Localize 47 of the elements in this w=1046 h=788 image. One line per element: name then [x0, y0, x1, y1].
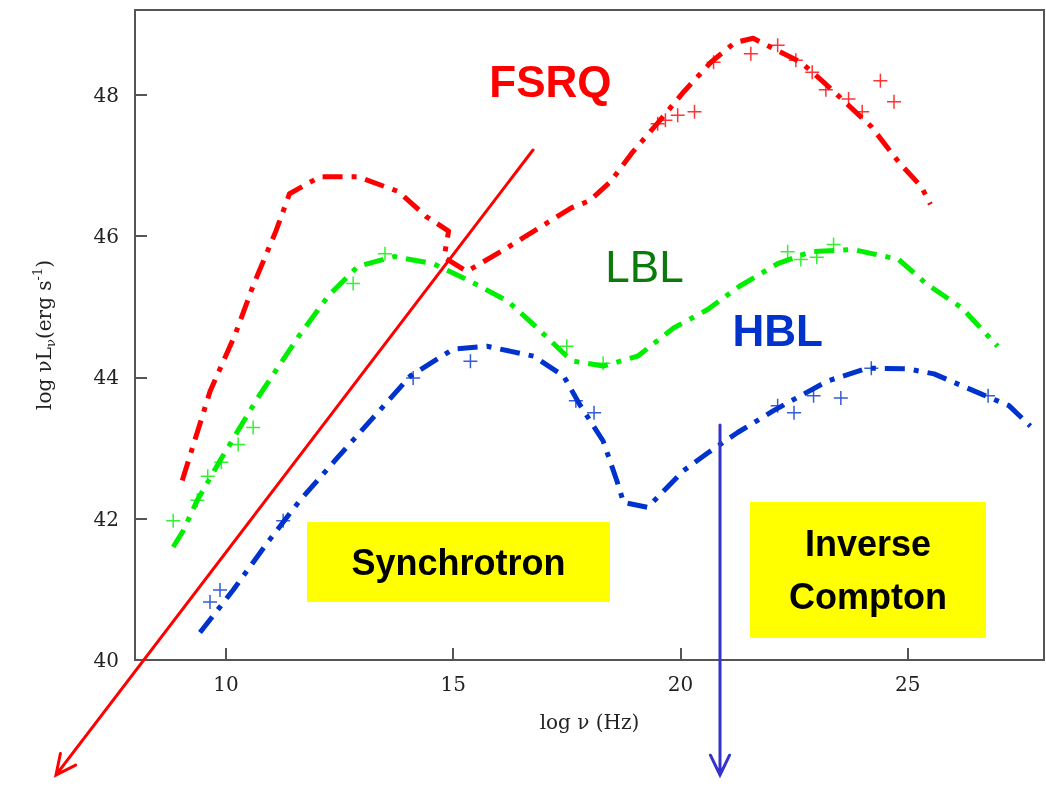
point	[405, 370, 421, 386]
point	[649, 116, 666, 132]
y-tick-label: 42	[93, 506, 119, 531]
y-tick-label: 48	[93, 82, 119, 107]
point	[230, 436, 246, 453]
y-tick-label: 46	[93, 224, 119, 249]
point	[886, 94, 902, 110]
point	[213, 454, 230, 470]
series-label: HBL	[732, 306, 823, 356]
point	[779, 243, 796, 260]
point	[165, 513, 181, 529]
point	[669, 107, 686, 124]
point	[769, 37, 786, 54]
point	[586, 404, 602, 421]
point	[595, 355, 611, 372]
series-label: LBL	[605, 241, 684, 291]
point	[462, 353, 479, 369]
x-tick-label: 10	[213, 672, 239, 696]
point	[769, 397, 786, 414]
y-tick-label: 44	[93, 365, 119, 390]
point	[202, 594, 218, 610]
point	[833, 390, 849, 406]
point	[788, 52, 804, 68]
point	[863, 360, 880, 376]
series-label: FSRQ	[489, 57, 612, 107]
point	[743, 46, 759, 62]
point	[377, 246, 393, 262]
point	[705, 54, 722, 71]
x-tick-label: 20	[667, 672, 694, 696]
point	[212, 582, 228, 598]
point	[804, 64, 820, 80]
y-tick-label: 40	[93, 648, 119, 672]
point	[872, 72, 889, 89]
point	[786, 404, 802, 421]
annotation: Synchrotron	[351, 541, 566, 583]
point	[825, 236, 842, 253]
point	[793, 251, 809, 268]
x-tick-label: 25	[894, 672, 921, 696]
annotation: Inverse Compton	[789, 523, 947, 617]
x-axis-title: log ν (Hz)	[539, 710, 640, 734]
point	[686, 103, 703, 120]
x-tick-label: 15	[440, 672, 466, 696]
point	[199, 468, 216, 485]
point	[345, 275, 361, 292]
point	[980, 388, 996, 404]
point	[559, 338, 575, 355]
point	[245, 419, 261, 436]
